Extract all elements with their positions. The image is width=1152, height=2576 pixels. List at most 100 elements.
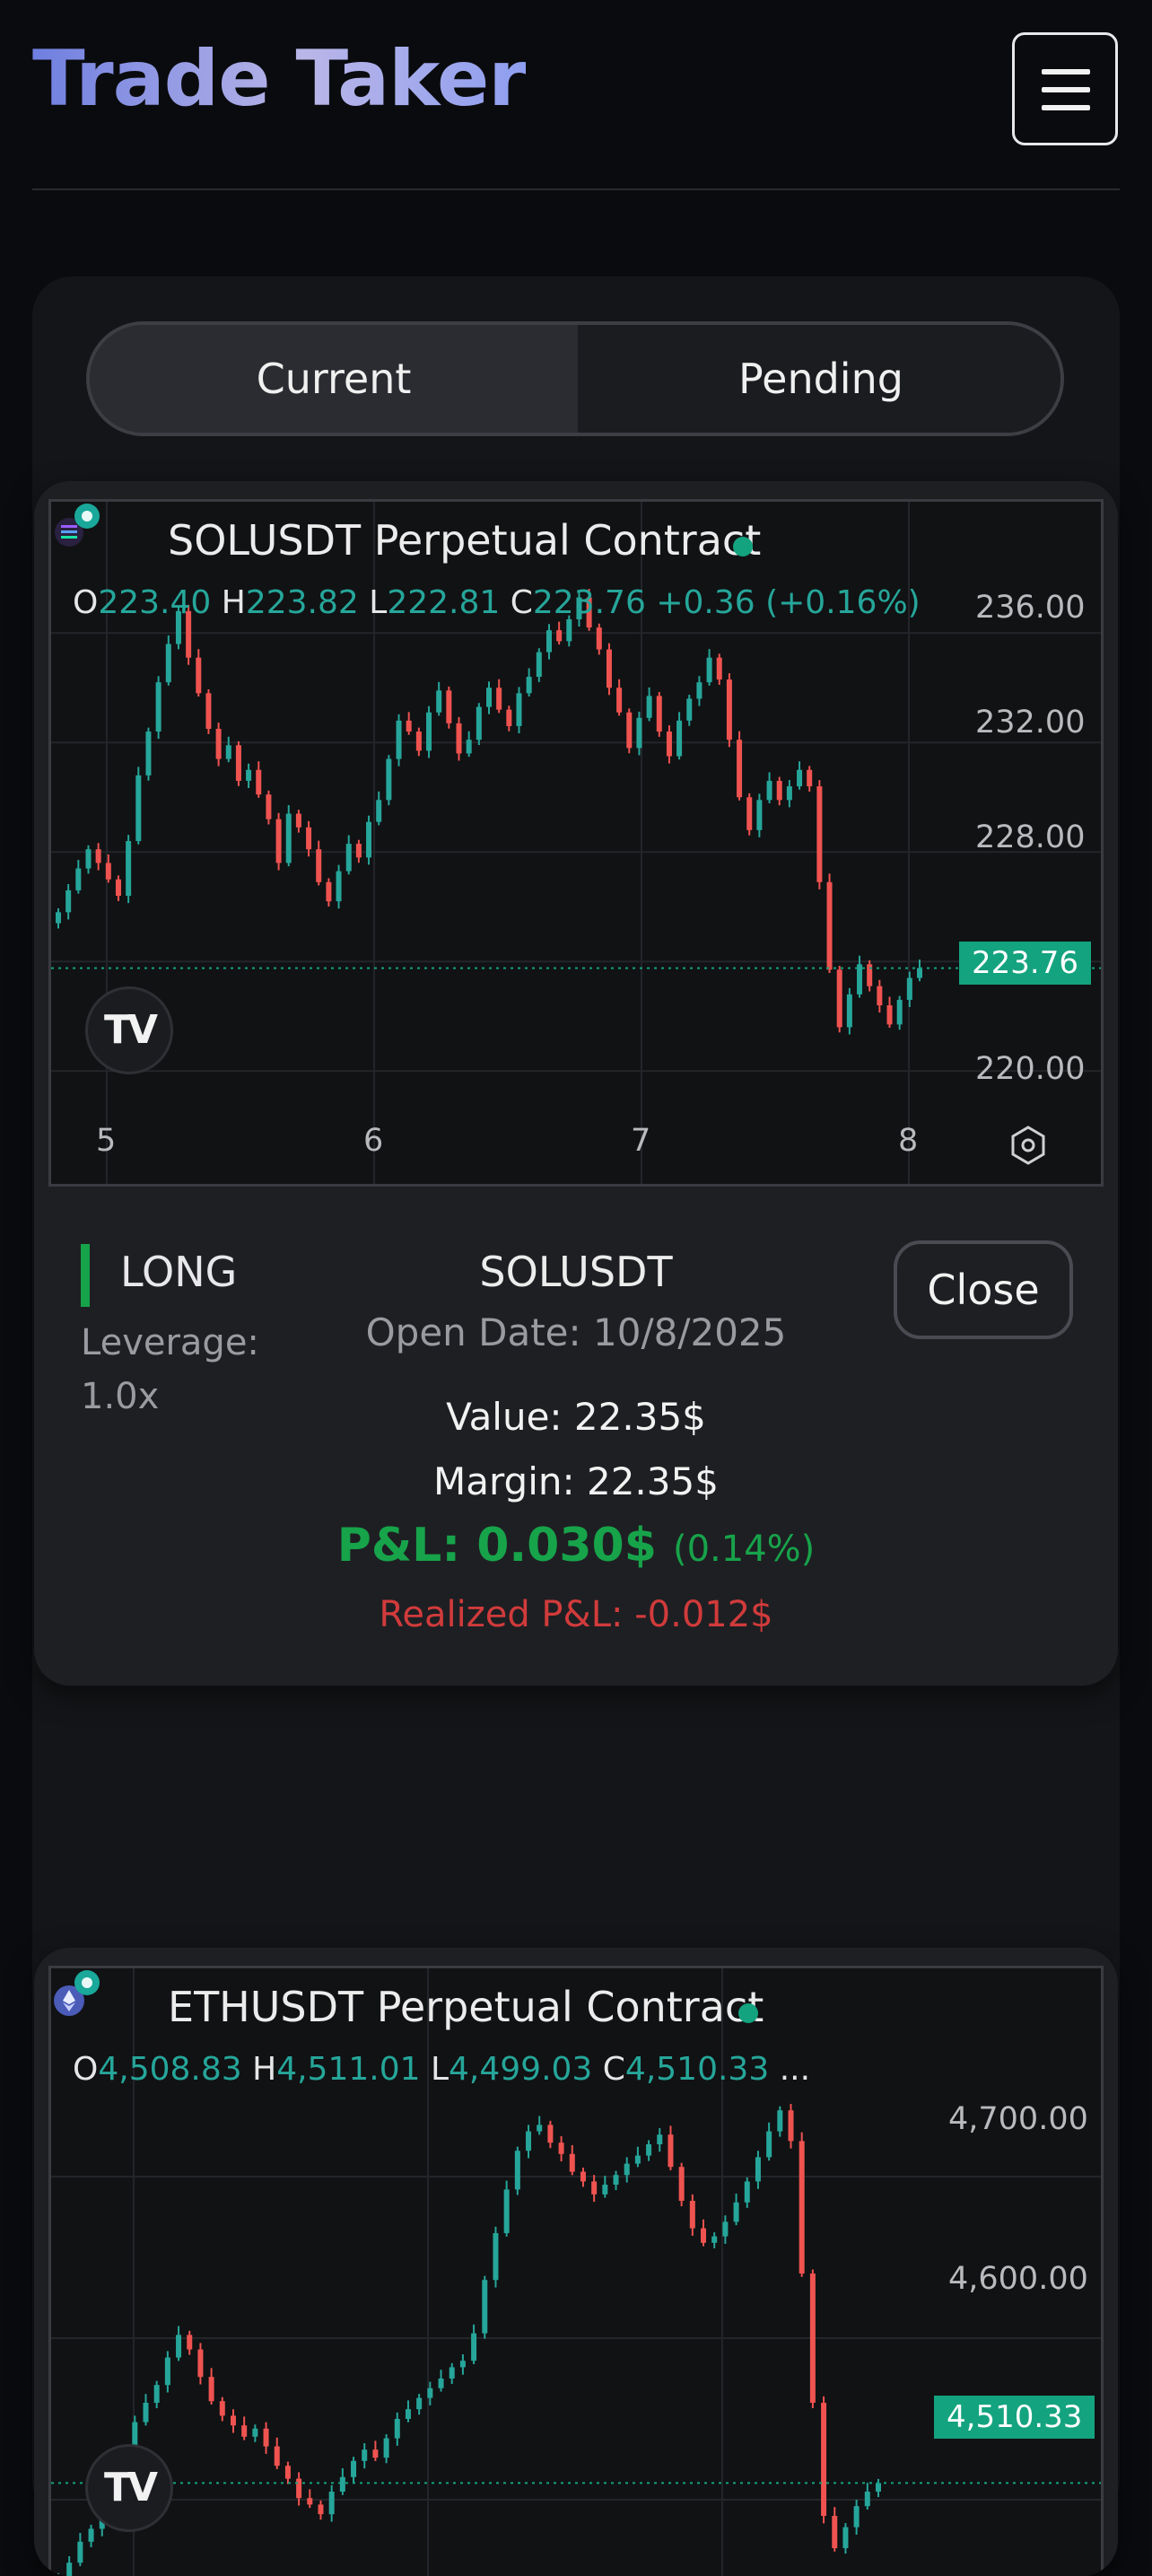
tab-current[interactable]: Current xyxy=(90,325,578,433)
candle xyxy=(88,2528,94,2542)
candle xyxy=(722,2221,729,2237)
candle xyxy=(596,627,602,650)
position-card: ETHUSDT Perpetual Contract O4,508.83 H4,… xyxy=(34,1948,1118,2576)
candle xyxy=(165,644,171,683)
candle xyxy=(711,2236,718,2243)
candle xyxy=(493,2233,499,2281)
candle xyxy=(766,2131,772,2158)
candle xyxy=(586,597,592,628)
candle xyxy=(197,2349,204,2378)
position-symbol: SOLUSDT xyxy=(479,1248,673,1296)
candle xyxy=(196,657,202,694)
candle xyxy=(826,881,833,970)
candle xyxy=(486,688,492,707)
candle xyxy=(626,712,633,749)
candle xyxy=(135,775,142,842)
candle xyxy=(756,800,763,830)
candle xyxy=(616,688,623,713)
candle xyxy=(275,819,282,863)
candle xyxy=(105,863,111,880)
candle xyxy=(471,2333,477,2361)
candle xyxy=(776,780,782,801)
open-date: Open Date: 10/8/2025 xyxy=(365,1310,787,1354)
candle xyxy=(219,2401,225,2416)
tradingview-logo[interactable]: TV xyxy=(85,986,173,1074)
candle xyxy=(676,720,683,757)
candle xyxy=(230,2415,236,2426)
candle xyxy=(416,2397,423,2410)
candle xyxy=(602,2185,608,2195)
y-tick: 232.00 xyxy=(975,705,1086,740)
candle xyxy=(366,821,372,858)
chart-symbol-title: ETHUSDT Perpetual Contract xyxy=(168,1983,764,2031)
candle xyxy=(744,2181,750,2203)
candle xyxy=(706,657,712,683)
candle xyxy=(175,610,181,644)
candle xyxy=(456,723,462,754)
candle xyxy=(476,706,482,740)
candle xyxy=(56,912,61,924)
candle xyxy=(446,690,452,723)
candle xyxy=(816,786,823,882)
x-tick: 6 xyxy=(363,1123,384,1159)
side-indicator xyxy=(81,1244,90,1307)
header-divider xyxy=(32,188,1120,190)
price-chart[interactable]: ETHUSDT Perpetual Contract O4,508.83 H4,… xyxy=(48,1966,1104,2576)
settings-gear-icon[interactable] xyxy=(1008,1125,1049,1166)
candle xyxy=(746,797,753,830)
candle xyxy=(153,2385,160,2403)
candle xyxy=(766,780,772,801)
y-tick: 236.00 xyxy=(975,590,1086,626)
close-position-button[interactable]: Close xyxy=(894,1240,1073,1339)
candle xyxy=(394,2419,400,2439)
candle xyxy=(376,800,382,822)
candle xyxy=(326,881,332,902)
hamburger-menu-button[interactable] xyxy=(1012,32,1118,145)
x-tick: 8 xyxy=(898,1123,919,1159)
leverage: Leverage: 1.0x xyxy=(81,1322,259,1417)
candle xyxy=(864,2492,870,2507)
candle xyxy=(466,740,472,754)
live-status-dot xyxy=(733,537,753,556)
candle xyxy=(225,745,231,759)
candle xyxy=(726,679,732,740)
candle xyxy=(176,2335,182,2358)
candle xyxy=(164,2357,170,2386)
candle xyxy=(668,2134,674,2168)
candle xyxy=(613,2175,619,2185)
price-chart[interactable]: SOLUSDT Perpetual Contract O223.40 H223.… xyxy=(48,499,1104,1187)
app-title: Trade Taker xyxy=(32,34,527,124)
tab-pending[interactable]: Pending xyxy=(578,325,1060,433)
candle xyxy=(75,868,82,890)
tradingview-logo[interactable]: TV xyxy=(85,2444,173,2532)
candle xyxy=(362,2449,368,2461)
candle xyxy=(426,712,432,751)
candle xyxy=(821,2403,827,2516)
live-status-dot xyxy=(738,2003,758,2023)
candle xyxy=(438,2379,444,2388)
candle xyxy=(576,597,582,619)
candle xyxy=(252,2428,258,2437)
candle xyxy=(328,2492,335,2515)
candle xyxy=(689,2201,695,2229)
candle xyxy=(436,690,442,713)
candle xyxy=(807,769,813,787)
candle xyxy=(383,2438,389,2458)
candle xyxy=(449,2367,455,2379)
candle xyxy=(396,720,402,759)
candle xyxy=(656,696,662,732)
candle xyxy=(906,977,912,1000)
candle xyxy=(95,849,101,863)
candle xyxy=(857,964,863,994)
candle xyxy=(77,2541,83,2563)
candle xyxy=(832,2516,838,2548)
candle xyxy=(737,740,743,798)
candle xyxy=(256,769,262,795)
x-tick: 5 xyxy=(96,1123,117,1159)
candle xyxy=(235,745,241,781)
candlestick-chart xyxy=(51,502,1101,1184)
candle xyxy=(886,1005,893,1025)
candle xyxy=(797,769,803,787)
candle xyxy=(646,2144,652,2156)
position-side: LONG xyxy=(120,1248,238,1296)
